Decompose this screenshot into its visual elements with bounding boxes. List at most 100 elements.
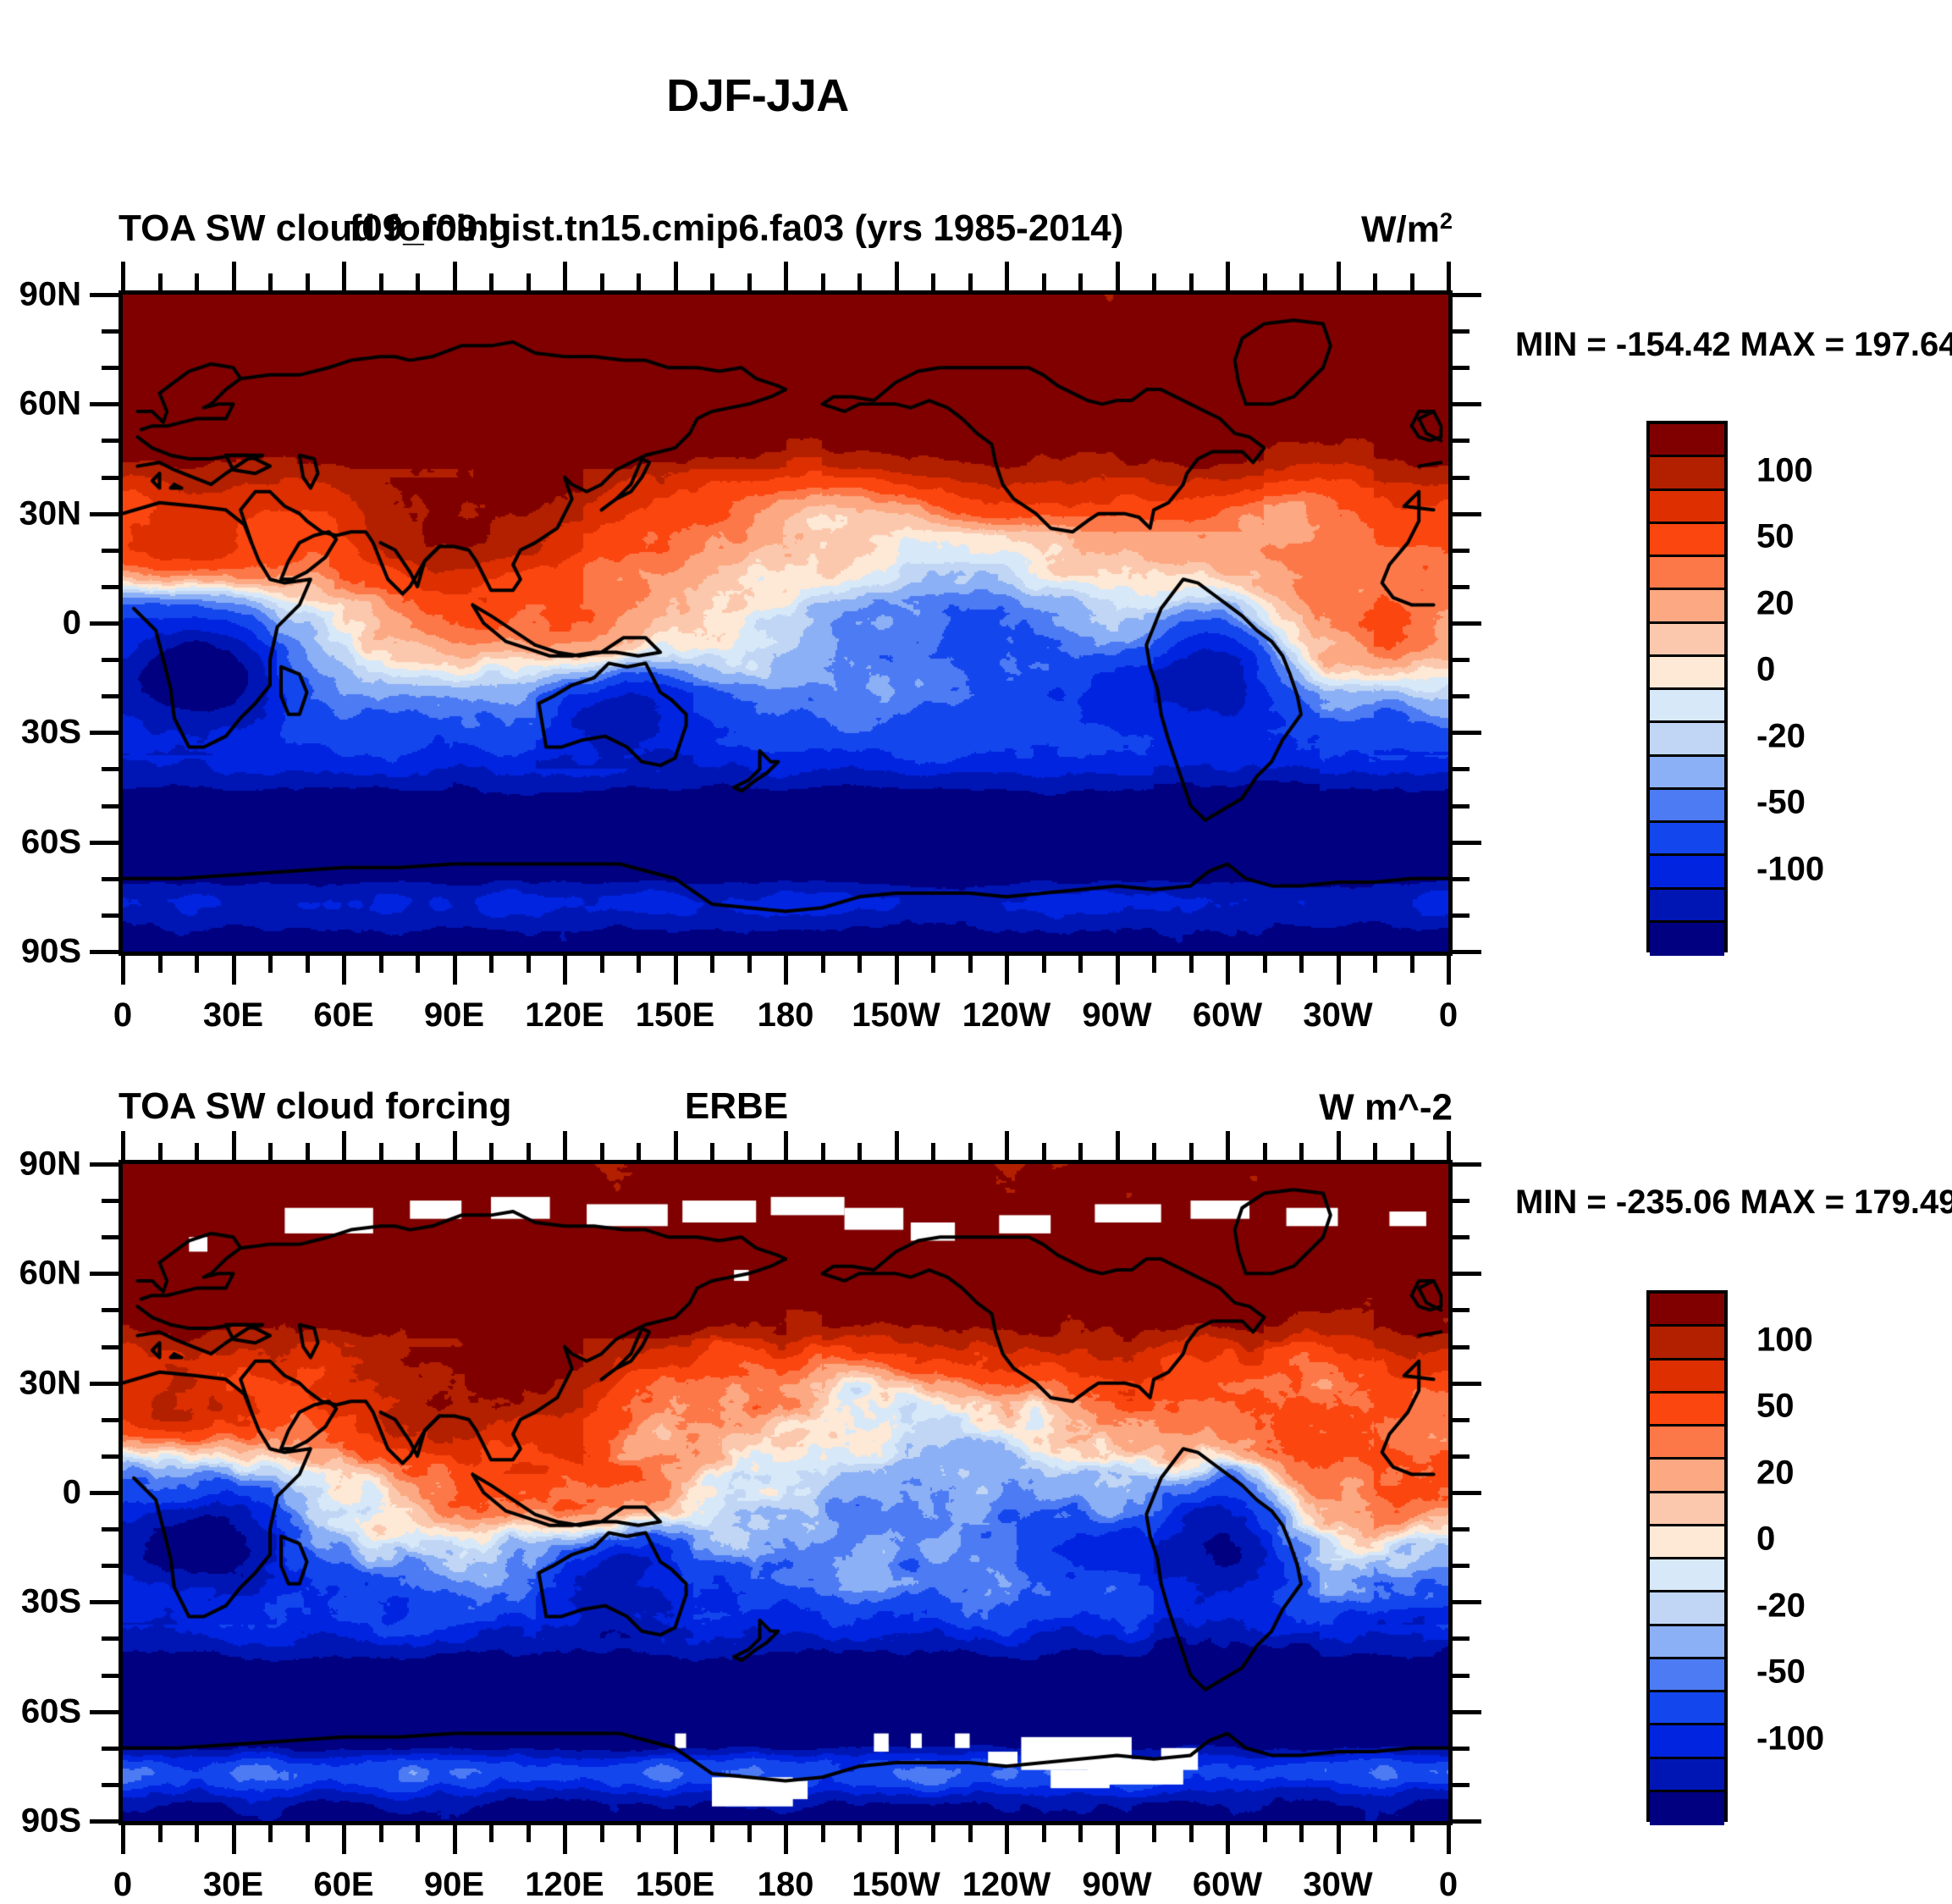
colorbar-band (1650, 1791, 1724, 1825)
colorbar-tick-label: -50 (1756, 783, 1806, 821)
x-tick-minor (416, 956, 420, 973)
x-axis-label: 90E (423, 1866, 485, 1903)
x-axis-label: 120E (525, 1866, 604, 1903)
y-tick-inner (1453, 1636, 1470, 1642)
x-tick-minor (857, 1825, 862, 1842)
x-tick-minor-top (1299, 273, 1304, 290)
colorbar-band (1650, 889, 1724, 923)
x-axis-label: 30W (1303, 1866, 1373, 1903)
x-tick-minor-top (968, 273, 973, 290)
panel-model-units: W/m2 (1360, 207, 1453, 251)
x-tick-minor (931, 956, 935, 973)
y-tick-inner (1453, 876, 1470, 881)
x-tick-minor-top (526, 1143, 531, 1160)
colorbar-band (1650, 1493, 1724, 1526)
y-tick-inner (1453, 584, 1470, 589)
x-tick-minor-top (857, 1143, 862, 1160)
colorbar-band (1650, 1559, 1724, 1593)
y-tick-minor (102, 1199, 119, 1204)
colorbar-band (1650, 1294, 1724, 1327)
colorbar-band (1650, 590, 1724, 624)
x-tick-minor (489, 1825, 494, 1842)
x-tick-major-top (342, 262, 346, 290)
x-tick-major (1336, 956, 1341, 985)
x-tick-minor (1041, 1825, 1046, 1842)
y-axis-label: 90S (20, 1802, 81, 1840)
colorbar-band (1650, 1758, 1724, 1792)
colorbar-band (1650, 1360, 1724, 1394)
x-tick-major (563, 956, 567, 985)
x-tick-minor (305, 1825, 310, 1842)
x-tick-minor-top (710, 273, 714, 290)
x-tick-minor-top (378, 273, 383, 290)
x-tick-minor (378, 1825, 383, 1842)
x-tick-minor-top (268, 1143, 273, 1160)
y-tick-major (90, 1709, 119, 1714)
y-tick-minor (102, 1782, 119, 1787)
x-tick-major (1005, 956, 1009, 985)
y-tick-inner (1453, 548, 1470, 553)
y-axis-label: 90N (19, 1145, 81, 1183)
x-tick-minor (1373, 1825, 1377, 1842)
x-tick-major-top (563, 262, 567, 290)
x-tick-major-top (452, 262, 457, 290)
x-tick-minor-top (637, 1143, 641, 1160)
x-tick-major-top (894, 1131, 899, 1160)
y-tick-major (90, 950, 119, 954)
x-tick-minor-top (1409, 1143, 1414, 1160)
x-tick-major-top (1336, 262, 1341, 290)
y-tick-major (90, 511, 119, 516)
y-tick-inner (1453, 913, 1470, 918)
x-axis-label: 150W (852, 996, 940, 1034)
colorbar-band (1650, 490, 1724, 524)
y-tick-minor (102, 658, 119, 663)
x-tick-minor-top (1041, 273, 1046, 290)
y-tick-major (90, 293, 119, 297)
x-tick-minor-top (1188, 1143, 1194, 1160)
colorbar-tick-label: -20 (1756, 1587, 1806, 1625)
y-axis-label: 30S (20, 713, 81, 751)
x-tick-major-top (452, 1131, 457, 1160)
y-tick-minor (102, 439, 119, 444)
x-tick-minor (305, 956, 310, 973)
page-title: DJF-JJA (666, 70, 849, 121)
x-tick-minor (1041, 956, 1046, 973)
x-tick-minor-top (747, 273, 752, 290)
y-tick-inner (1453, 475, 1470, 480)
y-tick-inner (1453, 950, 1481, 954)
y-tick-inner (1453, 329, 1470, 334)
x-tick-minor-top (968, 1143, 973, 1160)
x-tick-minor (1299, 956, 1304, 973)
colorbar-band (1650, 922, 1724, 956)
x-axis-label: 120E (525, 996, 604, 1034)
x-axis-label: 60E (313, 1866, 374, 1903)
x-tick-minor-top (416, 1143, 420, 1160)
x-tick-major (1447, 1825, 1451, 1854)
x-tick-minor (268, 1825, 273, 1842)
x-tick-major-top (1115, 262, 1120, 290)
y-tick-minor (102, 1344, 119, 1349)
x-tick-minor-top (710, 1143, 714, 1160)
x-tick-major (673, 956, 678, 985)
y-axis-label: 60S (20, 823, 81, 861)
colorbar-band (1650, 1592, 1724, 1626)
y-tick-inner (1453, 402, 1481, 407)
x-tick-major-top (1226, 1131, 1230, 1160)
x-tick-minor (931, 1825, 935, 1842)
x-tick-minor-top (931, 1143, 935, 1160)
colorbar-band (1650, 1460, 1724, 1493)
y-tick-inner (1453, 767, 1470, 772)
x-axis-label: 0 (113, 1866, 133, 1903)
x-tick-minor-top (1373, 1143, 1377, 1160)
x-tick-major (1115, 1825, 1120, 1854)
y-tick-inner (1453, 694, 1470, 699)
x-tick-minor-top (268, 273, 273, 290)
x-tick-minor-top (599, 1143, 604, 1160)
colorbar-tick-label: -100 (1756, 1719, 1825, 1758)
y-tick-minor (102, 329, 119, 334)
x-tick-minor-top (157, 1143, 163, 1160)
x-tick-major-top (1005, 1131, 1009, 1160)
y-tick-minor (102, 694, 119, 699)
x-tick-minor (857, 956, 862, 973)
colorbar-model-bar (1646, 421, 1728, 956)
